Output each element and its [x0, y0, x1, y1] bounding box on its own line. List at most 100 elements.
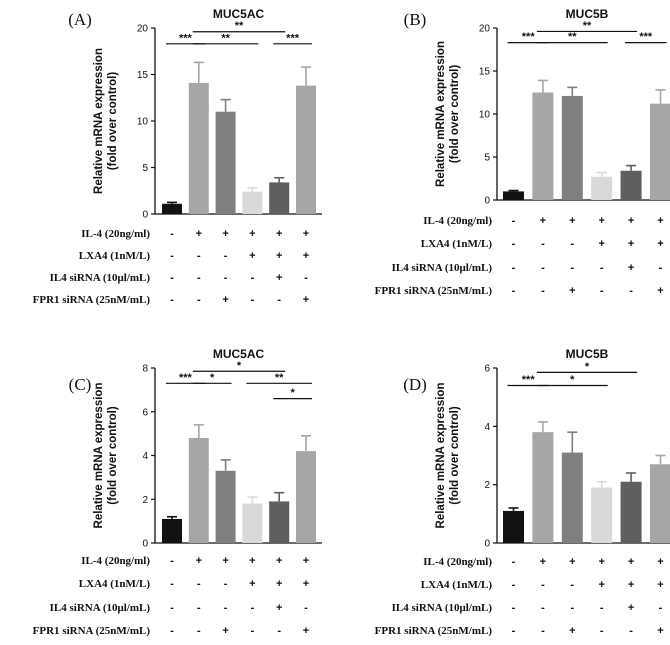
- y-tick-label: 10: [479, 110, 491, 121]
- treatment-sign: +: [569, 625, 575, 637]
- panel-d: (D) MUC5B Relative mRNA expression (fold ov…: [375, 347, 670, 637]
- treatment-sign: -: [224, 578, 228, 590]
- treatment-sign: -: [541, 285, 545, 297]
- treatment-sign: -: [600, 262, 604, 274]
- chart-title: MUC5B: [566, 7, 609, 21]
- treatment-label: LXA4 (1nM/L): [79, 250, 151, 262]
- bar: [215, 470, 236, 543]
- treatment-sign: -: [570, 238, 574, 250]
- treatment-label: FPR1 siRNA (25nM/mL): [375, 285, 493, 297]
- y-tick-label: 6: [142, 407, 148, 418]
- treatment-sign: +: [196, 555, 202, 567]
- treatment-sign: +: [569, 556, 575, 568]
- treatment-sign: -: [629, 285, 633, 297]
- treatment-label: IL4 siRNA (10μl/mL): [392, 602, 493, 614]
- treatment-sign: +: [222, 555, 228, 567]
- bar: [561, 452, 583, 543]
- treatment-sign: +: [569, 285, 575, 297]
- y-axis-label: (fold over control): [449, 65, 461, 164]
- bar: [242, 191, 263, 214]
- panel-label: (A): [68, 10, 92, 29]
- bar: [591, 487, 613, 543]
- treatment-sign: +: [628, 238, 634, 250]
- treatment-sign: +: [222, 625, 228, 637]
- y-axis-label: (fold over control): [449, 406, 461, 505]
- y-tick-label: 0: [484, 196, 490, 207]
- bar: [296, 85, 316, 214]
- treatment-sign: -: [541, 602, 545, 614]
- treatment-sign: -: [251, 602, 255, 614]
- significance-label: *: [570, 374, 575, 386]
- treatment-sign: +: [276, 602, 282, 614]
- significance-label: ***: [639, 31, 653, 43]
- treatment-label: FPR1 siRNA (25nM/mL): [375, 625, 493, 637]
- treatment-sign: +: [303, 555, 309, 567]
- bar: [188, 82, 209, 215]
- y-tick-label: 5: [142, 163, 148, 174]
- treatment-sign: +: [628, 556, 634, 568]
- bar: [620, 170, 642, 200]
- significance-label: *: [210, 372, 215, 384]
- treatment-sign: -: [600, 625, 604, 637]
- treatment-sign: +: [628, 579, 634, 591]
- bar: [503, 191, 524, 200]
- treatment-sign: -: [659, 262, 663, 274]
- treatment-sign: +: [657, 556, 663, 568]
- treatment-sign: -: [541, 579, 545, 591]
- treatment-sign: +: [196, 228, 202, 240]
- treatment-sign: +: [222, 228, 228, 240]
- y-axis-label: Relative mRNA expression: [93, 48, 105, 194]
- y-tick-label: 4: [142, 451, 148, 462]
- treatment-sign: +: [303, 228, 309, 240]
- treatment-sign: -: [512, 625, 516, 637]
- treatment-label: IL4 siRNA (10μl/mL): [392, 262, 493, 274]
- bar: [269, 182, 290, 214]
- panel-label: (D): [403, 375, 427, 394]
- treatment-label: LXA4 (1nM/L): [421, 579, 493, 591]
- y-tick-label: 0: [484, 539, 490, 550]
- y-tick-label: 15: [137, 70, 149, 81]
- significance-label: *: [237, 360, 242, 372]
- treatment-sign: -: [659, 602, 663, 614]
- bar: [620, 481, 642, 543]
- significance-label: **: [583, 20, 592, 32]
- significance-label: ***: [522, 31, 536, 43]
- bar: [188, 438, 209, 543]
- treatment-sign: +: [540, 556, 546, 568]
- treatment-sign: +: [303, 250, 309, 262]
- treatment-sign: +: [276, 250, 282, 262]
- treatment-sign: -: [224, 250, 228, 262]
- treatment-label: IL4 siRNA (10μl/mL): [50, 272, 151, 284]
- treatment-sign: +: [598, 579, 604, 591]
- treatment-sign: +: [303, 294, 309, 306]
- y-axis-label: (fold over control): [107, 72, 119, 171]
- treatment-sign: -: [251, 272, 255, 284]
- treatment-label: FPR1 siRNA (25nM/mL): [33, 294, 151, 306]
- bar: [532, 92, 554, 200]
- significance-label: ***: [522, 374, 536, 386]
- treatment-sign: -: [197, 294, 201, 306]
- treatment-sign: +: [657, 285, 663, 297]
- treatment-sign: -: [512, 556, 516, 568]
- y-tick-label: 4: [484, 422, 490, 433]
- y-axis-label: (fold over control): [107, 406, 119, 505]
- bar: [296, 451, 316, 543]
- y-tick-label: 0: [142, 210, 148, 221]
- chart-title: MUC5AC: [213, 347, 265, 361]
- treatment-sign: -: [170, 578, 174, 590]
- bar: [591, 176, 613, 200]
- chart-title: MUC5AC: [213, 7, 265, 21]
- treatment-sign: +: [657, 238, 663, 250]
- treatment-sign: -: [600, 285, 604, 297]
- y-tick-label: 10: [137, 117, 149, 128]
- treatment-sign: +: [276, 228, 282, 240]
- treatment-sign: -: [197, 272, 201, 284]
- treatment-sign: -: [541, 238, 545, 250]
- treatment-label: IL-4 (20ng/ml): [81, 555, 150, 567]
- treatment-label: IL-4 (20ng/ml): [423, 215, 492, 227]
- treatment-sign: -: [541, 625, 545, 637]
- panel-label: (C): [69, 375, 92, 394]
- treatment-sign: -: [197, 625, 201, 637]
- significance-label: **: [221, 32, 230, 44]
- treatment-sign: -: [512, 602, 516, 614]
